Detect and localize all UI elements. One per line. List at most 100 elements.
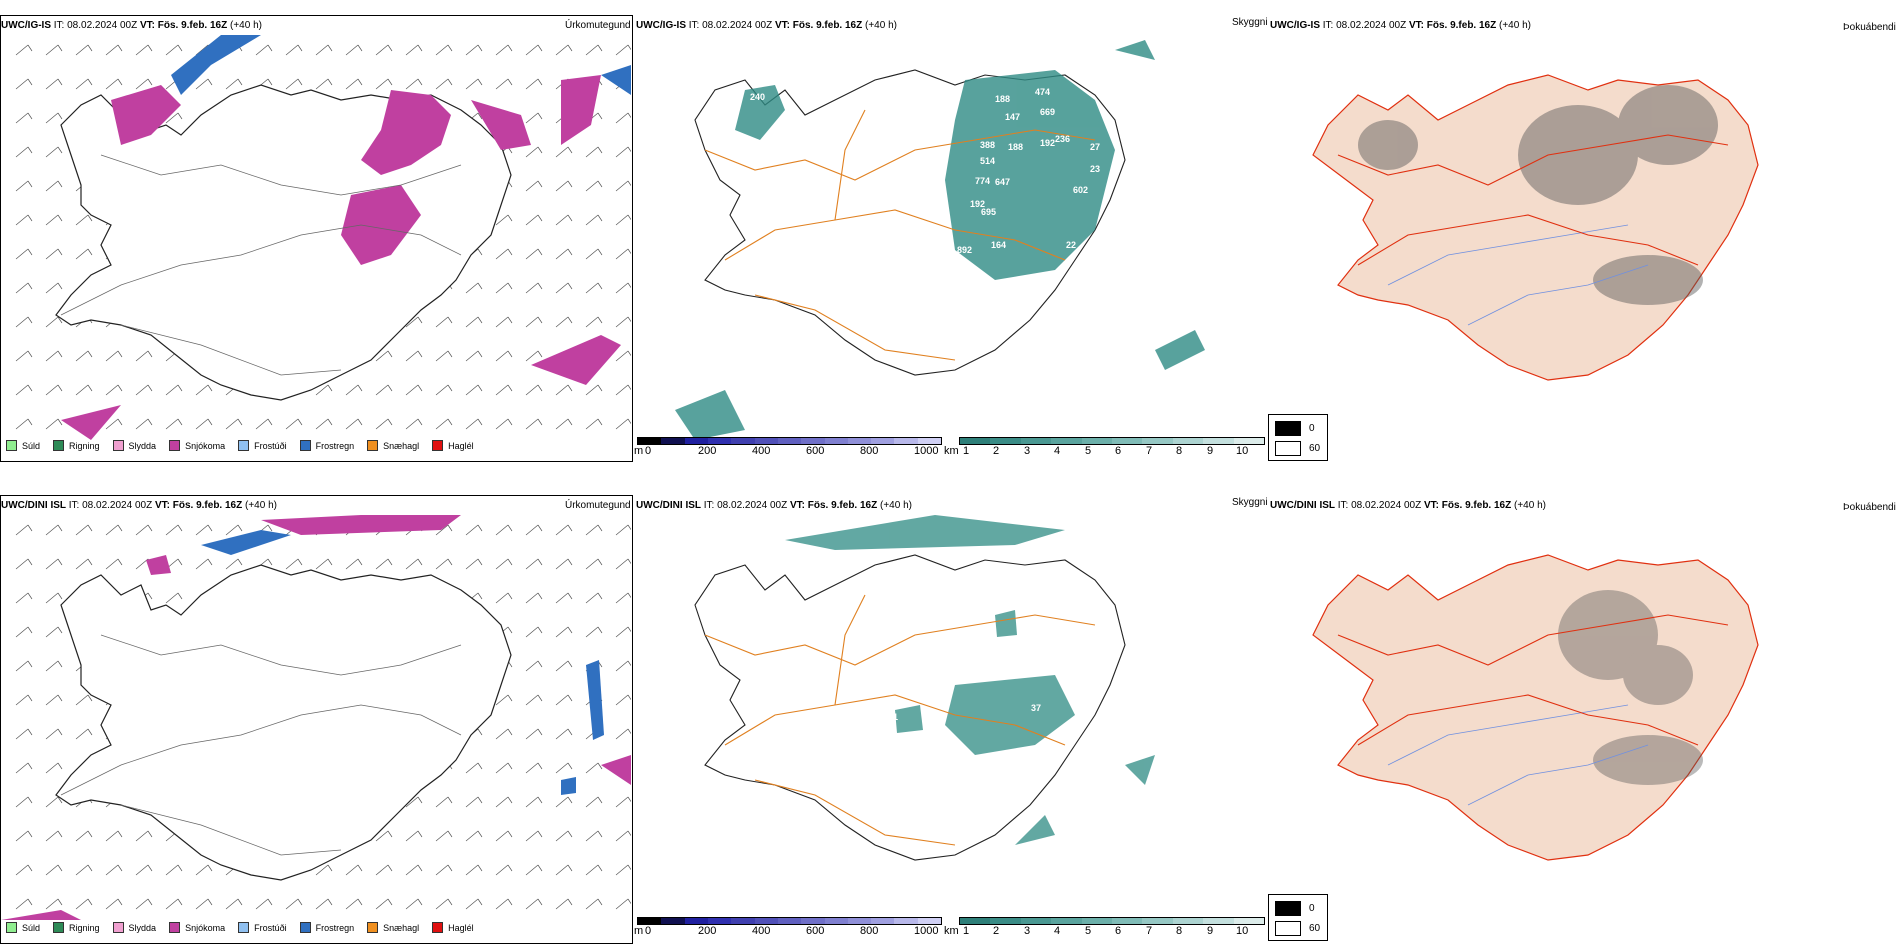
wind-barb xyxy=(75,214,93,226)
wind-barb xyxy=(195,864,213,876)
wind-barb xyxy=(285,898,303,910)
header-row2-p1: UWC/DINI ISL IT: 08.02.2024 00Z VT: Fös.… xyxy=(1,500,277,511)
wind-barb xyxy=(105,864,123,876)
wind-barb xyxy=(345,558,363,570)
wind-barb xyxy=(255,418,273,430)
legend-item: Haglél xyxy=(432,922,474,933)
wind-barb xyxy=(195,558,213,570)
wind-barb xyxy=(15,214,33,226)
wind-barb xyxy=(195,418,213,430)
cloud-areas xyxy=(675,40,1205,440)
legend-swatch xyxy=(367,922,379,933)
wind-barb xyxy=(315,898,333,910)
wind-barb xyxy=(105,830,123,842)
wind-barb xyxy=(285,418,303,430)
legend-item: Rigning xyxy=(53,440,100,451)
wind-barb xyxy=(75,830,93,842)
wind-barb xyxy=(75,248,93,260)
header-row1-p1: UWC/IG-IS IT: 08.02.2024 00Z VT: Fös. 9.… xyxy=(1,20,262,31)
wind-barb xyxy=(495,248,513,260)
wind-barb xyxy=(525,248,543,260)
wind-barb xyxy=(465,830,483,842)
wind-barb xyxy=(465,864,483,876)
wind-barb xyxy=(405,350,423,362)
wind-barb xyxy=(15,694,33,706)
road-network xyxy=(60,634,462,856)
wind-barb xyxy=(45,44,63,56)
wind-barb xyxy=(525,762,543,774)
legend-item: Frostregn xyxy=(299,922,354,933)
fog-legend-row1: 0 60 xyxy=(1268,414,1328,461)
wind-barb xyxy=(555,214,573,226)
wind-barb xyxy=(615,282,631,294)
wind-barb xyxy=(375,418,393,430)
legend-label: Haglél xyxy=(448,440,474,451)
wind-barb xyxy=(45,728,63,740)
wind-barb xyxy=(585,524,603,536)
header-row2-p2: UWC/DINI ISL IT: 08.02.2024 00Z VT: Fös.… xyxy=(636,500,912,511)
wind-barb xyxy=(45,418,63,430)
wind-barb xyxy=(45,898,63,910)
wind-barb xyxy=(495,728,513,740)
panel-title-visibility: Skyggni xyxy=(1232,17,1268,28)
wind-barb xyxy=(75,384,93,396)
wind-barb xyxy=(495,524,513,536)
wind-barb xyxy=(585,558,603,570)
cloud-scale-row2: km 1 2 3 4 5 6 7 8 9 10 xyxy=(944,917,1270,939)
wind-barb xyxy=(495,864,513,876)
wind-barb xyxy=(615,626,631,638)
wind-barb xyxy=(45,180,63,192)
wind-barb xyxy=(15,728,33,740)
legend-swatch xyxy=(6,922,17,933)
wind-barb xyxy=(615,830,631,842)
wind-barb xyxy=(585,762,603,774)
legend-swatch xyxy=(432,922,444,933)
wind-barb xyxy=(75,558,93,570)
wind-barb xyxy=(165,864,183,876)
wind-barb xyxy=(15,180,33,192)
wind-barb xyxy=(525,592,543,604)
wind-barb xyxy=(15,384,33,396)
wind-barb xyxy=(495,350,513,362)
wind-barb xyxy=(585,44,603,56)
freezing-rain-areas xyxy=(171,35,631,95)
wind-barb xyxy=(615,864,631,876)
wind-barb xyxy=(105,418,123,430)
wind-barb xyxy=(525,146,543,158)
wind-barb xyxy=(465,796,483,808)
legend-label: Súld xyxy=(22,440,41,451)
wind-barb xyxy=(45,524,63,536)
wind-barb xyxy=(555,384,573,396)
wind-barb xyxy=(555,626,573,638)
wind-barb xyxy=(45,112,63,124)
wind-barb xyxy=(15,78,33,90)
model-name: UWC/IG-IS xyxy=(1,20,51,31)
cloud-height-label: 892 xyxy=(957,245,972,255)
legend-swatch xyxy=(53,440,65,451)
wind-barb xyxy=(555,524,573,536)
wind-barb xyxy=(315,418,333,430)
wind-barb xyxy=(615,524,631,536)
wind-barb xyxy=(615,248,631,260)
wind-barb xyxy=(525,796,543,808)
wind-barb xyxy=(465,44,483,56)
wind-barb xyxy=(555,558,573,570)
wind-barb xyxy=(435,830,453,842)
wind-barb xyxy=(555,282,573,294)
wind-barb xyxy=(135,418,153,430)
wind-barb xyxy=(525,384,543,396)
wind-barb xyxy=(435,316,453,328)
wind-barb xyxy=(195,78,213,90)
cloud-height-label: 16 xyxy=(997,812,1007,822)
wind-barb xyxy=(315,864,333,876)
fog-index-panel-row1 xyxy=(1268,35,1900,435)
cloud-height-label: 22 xyxy=(1066,240,1076,250)
legend-label: Slydda xyxy=(128,440,157,451)
wind-barb xyxy=(15,592,33,604)
legend-label: Rigning xyxy=(69,440,100,451)
wind-barb xyxy=(525,728,543,740)
wind-barb xyxy=(525,864,543,876)
wind-barb xyxy=(345,384,363,396)
wind-barb xyxy=(15,626,33,638)
wind-barb xyxy=(585,146,603,158)
